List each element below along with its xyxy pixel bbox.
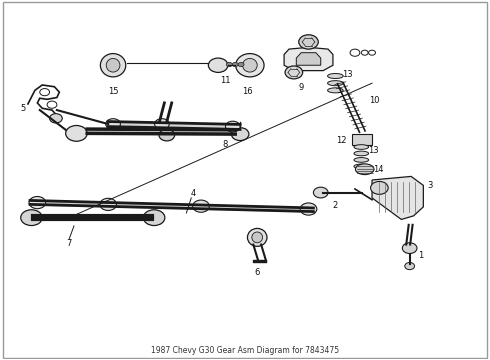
Ellipse shape: [106, 58, 120, 72]
Text: 1: 1: [418, 251, 423, 260]
Text: 4: 4: [191, 189, 196, 198]
Polygon shape: [372, 176, 423, 220]
Circle shape: [21, 210, 42, 226]
Text: 1987 Chevy G30 Gear Asm Diagram for 7843475: 1987 Chevy G30 Gear Asm Diagram for 7843…: [151, 346, 339, 355]
Ellipse shape: [100, 54, 126, 77]
Text: 2: 2: [333, 201, 338, 210]
Circle shape: [100, 198, 117, 211]
Text: 8: 8: [223, 140, 228, 149]
Circle shape: [66, 126, 87, 141]
Circle shape: [155, 119, 169, 130]
Circle shape: [193, 200, 209, 212]
Ellipse shape: [328, 88, 343, 93]
Text: 14: 14: [373, 165, 384, 174]
Circle shape: [47, 101, 57, 108]
Ellipse shape: [236, 54, 264, 77]
Circle shape: [226, 62, 232, 67]
Text: 7: 7: [67, 239, 72, 248]
Text: 13: 13: [343, 70, 353, 79]
Circle shape: [299, 35, 318, 49]
Circle shape: [40, 89, 49, 96]
Circle shape: [225, 121, 240, 132]
Ellipse shape: [243, 58, 257, 72]
Text: 13: 13: [368, 146, 379, 155]
Text: 12: 12: [337, 136, 347, 145]
Ellipse shape: [354, 145, 368, 149]
Circle shape: [370, 181, 388, 194]
Circle shape: [49, 114, 62, 123]
Text: 16: 16: [242, 86, 253, 95]
Ellipse shape: [247, 228, 267, 246]
Circle shape: [106, 119, 121, 130]
Ellipse shape: [355, 164, 374, 175]
Circle shape: [208, 58, 228, 72]
Polygon shape: [296, 53, 321, 65]
Ellipse shape: [328, 73, 343, 78]
Ellipse shape: [354, 164, 368, 169]
Ellipse shape: [328, 81, 343, 86]
Ellipse shape: [252, 232, 263, 243]
Circle shape: [231, 128, 249, 140]
Circle shape: [314, 187, 328, 198]
Circle shape: [238, 62, 244, 67]
Circle shape: [402, 243, 417, 253]
Ellipse shape: [354, 151, 368, 156]
Text: 5: 5: [20, 104, 25, 113]
Text: 11: 11: [220, 76, 231, 85]
Polygon shape: [284, 47, 333, 71]
Text: 15: 15: [108, 86, 118, 95]
Circle shape: [29, 197, 46, 209]
Ellipse shape: [354, 158, 368, 162]
Circle shape: [159, 130, 174, 141]
Circle shape: [232, 62, 238, 67]
Text: 10: 10: [369, 96, 380, 105]
Circle shape: [405, 262, 415, 270]
Text: 3: 3: [427, 181, 432, 190]
Text: 9: 9: [298, 83, 304, 92]
Circle shape: [144, 210, 165, 226]
Circle shape: [285, 66, 303, 79]
Text: 6: 6: [254, 268, 260, 277]
FancyBboxPatch shape: [352, 134, 372, 145]
Circle shape: [300, 203, 317, 215]
